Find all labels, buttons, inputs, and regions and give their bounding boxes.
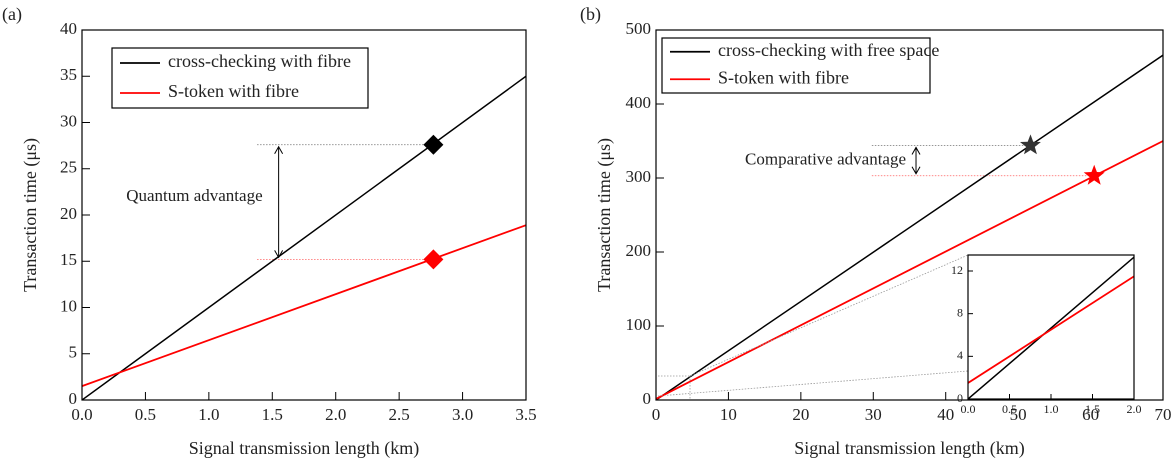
diamond-marker: [423, 249, 444, 270]
x-tick-label: 40: [937, 405, 954, 424]
arrow-head: [911, 146, 921, 175]
y-axis-label: Transaction time (μs): [20, 138, 41, 292]
x-tick-label: 0: [652, 405, 661, 424]
x-tick-label: 2.0: [325, 405, 346, 424]
y-tick-label: 25: [60, 158, 77, 177]
x-tick-label: 20: [792, 405, 809, 424]
legend-label: S-token with fibre: [718, 67, 849, 87]
x-tick-label: 1.5: [1085, 402, 1100, 416]
y-tick-label: 20: [60, 204, 77, 223]
legend-label: cross-checking with free space: [718, 40, 939, 60]
x-tick-label: 30: [865, 405, 882, 424]
y-tick-label: 100: [626, 315, 652, 334]
x-tick-label: 2.5: [389, 405, 410, 424]
star-marker: [1020, 134, 1041, 155]
x-axis-label: Signal transmission length (km): [794, 438, 1024, 459]
x-tick-label: 3.5: [515, 405, 536, 424]
y-tick-label: 30: [60, 111, 77, 130]
star-marker: [1083, 164, 1105, 185]
y-tick-label: 500: [626, 19, 652, 38]
plot-frame: [967, 254, 1135, 400]
inset-connector: [657, 254, 969, 400]
y-tick-label: 400: [626, 93, 652, 112]
y-tick-label: 0: [69, 389, 78, 408]
series-line: [968, 256, 1134, 399]
x-tick-label: 3.0: [452, 405, 473, 424]
annotation-text: Quantum advantage: [126, 186, 262, 205]
plot-frame: [655, 29, 1164, 401]
y-tick-label: 300: [626, 167, 652, 186]
annotation-text: Comparative advantage: [745, 150, 906, 169]
x-tick-label: 50: [1010, 405, 1027, 424]
x-tick-label: 1.0: [1044, 402, 1059, 416]
y-axis-label: Transaction time (μs): [594, 138, 615, 292]
legend-box: [111, 47, 369, 109]
series-line: [656, 54, 1163, 400]
y-tick-label: 4: [957, 348, 963, 362]
x-tick-label: 1.5: [262, 405, 283, 424]
legend-box: [661, 37, 931, 94]
x-tick-label: 10: [720, 405, 737, 424]
series-line: [656, 140, 1163, 400]
x-tick-label: 2.0: [1127, 402, 1142, 416]
y-tick-label: 0: [643, 389, 652, 408]
x-tick-label: 0.0: [71, 405, 92, 424]
x-tick-label: 0.0: [961, 402, 976, 416]
x-axis-label: Signal transmission length (km): [189, 438, 419, 459]
y-tick-label: 200: [626, 241, 652, 260]
plot-frame: [81, 29, 527, 401]
x-tick-label: 70: [1155, 405, 1172, 424]
series-line: [82, 224, 526, 387]
panel-label: (b): [580, 4, 601, 25]
y-tick-label: 12: [951, 263, 963, 277]
x-tick-label: 1.0: [198, 405, 219, 424]
legend-label: S-token with fibre: [168, 81, 299, 101]
x-tick-label: 60: [1082, 405, 1099, 424]
x-tick-label: 0.5: [1002, 402, 1017, 416]
legend-label: cross-checking with fibre: [168, 51, 351, 71]
series-line: [968, 275, 1134, 384]
y-tick-label: 40: [60, 19, 77, 38]
panel-label: (a): [2, 4, 22, 25]
diamond-marker: [423, 134, 444, 155]
y-tick-label: 35: [60, 65, 77, 84]
y-tick-label: 0: [957, 391, 963, 405]
x-tick-label: 0.5: [135, 405, 156, 424]
y-tick-label: 15: [60, 250, 77, 269]
y-tick-label: 5: [69, 343, 78, 362]
series-line: [82, 75, 526, 400]
y-tick-label: 8: [957, 305, 963, 319]
y-tick-label: 10: [60, 296, 77, 315]
